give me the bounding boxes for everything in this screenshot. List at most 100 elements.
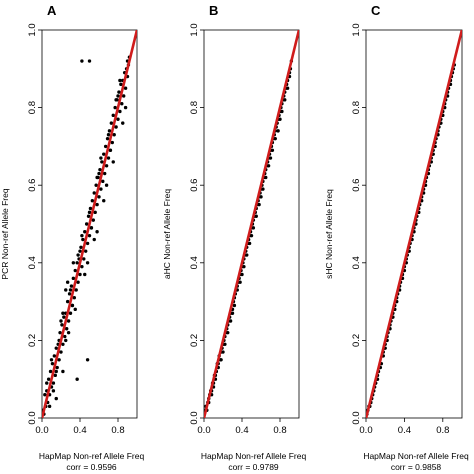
data-point: [47, 404, 52, 409]
data-point: [283, 98, 287, 102]
data-point: [120, 102, 124, 106]
data-point: [80, 233, 84, 238]
data-point: [103, 144, 108, 149]
scatter-panel-b: B 0.0 0.2 0.4 0.6 0.8 1.0 0.0 0.4 0.8 aHC Non-ref …: [162, 3, 306, 472]
panel-label: B: [209, 3, 218, 18]
x-axis-title: HapMap Non-ref Allele Freq: [363, 451, 469, 461]
x-tick-label: 0.8: [273, 425, 286, 436]
data-point: [116, 117, 120, 121]
y-tick-label: 0.6: [351, 179, 362, 192]
data-point: [54, 396, 58, 401]
data-point: [46, 377, 51, 381]
data-point: [64, 288, 68, 292]
plot-frame: [41, 29, 138, 419]
data-point: [266, 164, 271, 168]
panel-label: A: [47, 3, 57, 18]
data-point: [85, 358, 90, 362]
data-point: [52, 354, 57, 358]
data-point: [81, 237, 85, 242]
data-point: [66, 330, 71, 335]
data-point: [71, 261, 76, 265]
data-point: [276, 129, 280, 133]
data-point: [221, 350, 225, 354]
data-point: [242, 264, 246, 269]
plot-frame: [203, 29, 300, 419]
x-tick-label: 0.8: [436, 425, 449, 436]
data-point: [58, 330, 62, 335]
data-point: [76, 253, 80, 257]
data-point: [285, 86, 290, 90]
y-tick-label: 0.8: [189, 101, 200, 114]
data-point: [54, 346, 58, 350]
data-point: [122, 94, 126, 98]
data-point: [87, 59, 92, 63]
data-point: [247, 241, 252, 246]
data-point: [49, 358, 54, 362]
x-tick-label: 0.0: [359, 425, 372, 436]
data-point: [94, 183, 98, 187]
y-axis-title: PCR Non-ref Allele Freq: [0, 188, 10, 279]
data-point: [53, 373, 57, 378]
data-point: [73, 268, 77, 273]
data-point: [228, 319, 233, 323]
data-point: [87, 233, 92, 238]
data-point: [57, 358, 61, 362]
data-point: [75, 377, 79, 381]
data-point: [98, 167, 102, 172]
data-point: [78, 272, 82, 277]
data-point: [121, 121, 125, 125]
data-point: [106, 156, 111, 160]
data-point: [63, 334, 67, 339]
data-point: [264, 175, 268, 180]
data-point: [111, 160, 115, 164]
data-point: [107, 129, 112, 133]
y-tick-label: 0.4: [27, 256, 38, 269]
data-point: [112, 133, 116, 137]
data-point: [67, 292, 72, 296]
data-point: [65, 280, 70, 284]
data-point: [79, 245, 83, 249]
data-point: [114, 125, 118, 129]
data-point: [72, 296, 77, 300]
data-point: [113, 105, 117, 110]
data-point: [91, 218, 96, 222]
y-tick-label: 0.2: [189, 334, 200, 347]
data-point: [92, 191, 96, 195]
data-point: [108, 148, 113, 152]
y-tick-label: 0.2: [27, 334, 38, 347]
data-point: [51, 389, 56, 393]
data-point: [75, 261, 79, 265]
data-point: [268, 156, 273, 160]
data-point: [245, 253, 249, 257]
panel-label: C: [371, 3, 381, 18]
y-tick-label: 1.0: [351, 23, 362, 36]
data-point: [59, 350, 63, 354]
data-point: [104, 183, 109, 187]
data-point: [95, 230, 99, 234]
y-tick-label: 0.4: [189, 256, 200, 269]
reference-line: [204, 30, 299, 418]
data-point: [74, 288, 78, 292]
data-point: [95, 202, 99, 207]
data-point: [43, 393, 47, 397]
data-point: [59, 319, 63, 323]
data-point: [66, 319, 71, 323]
data-layer: [204, 30, 299, 418]
data-point: [86, 214, 91, 218]
data-point: [219, 358, 223, 362]
data-point: [64, 338, 68, 343]
data-point: [106, 133, 111, 137]
data-point: [71, 276, 76, 281]
data-point: [104, 164, 109, 168]
data-point: [123, 86, 128, 90]
data-point: [48, 369, 53, 374]
scatter-panel-c: C 0.0 0.2 0.4 0.6 0.8 1.0 0.0 0.4 0.8 sHC Non-ref …: [324, 3, 469, 472]
data-point: [90, 199, 95, 203]
data-point: [65, 299, 70, 304]
data-point: [87, 210, 92, 215]
data-point: [101, 179, 105, 184]
data-point: [89, 226, 94, 230]
scatter-panel-a: A 0.0 0.2 0.4 0.6 0.8 1.0 0.0 0.4 0.8 PCR Non-ref …: [0, 3, 144, 472]
data-point: [97, 195, 101, 199]
data-point: [85, 241, 90, 246]
